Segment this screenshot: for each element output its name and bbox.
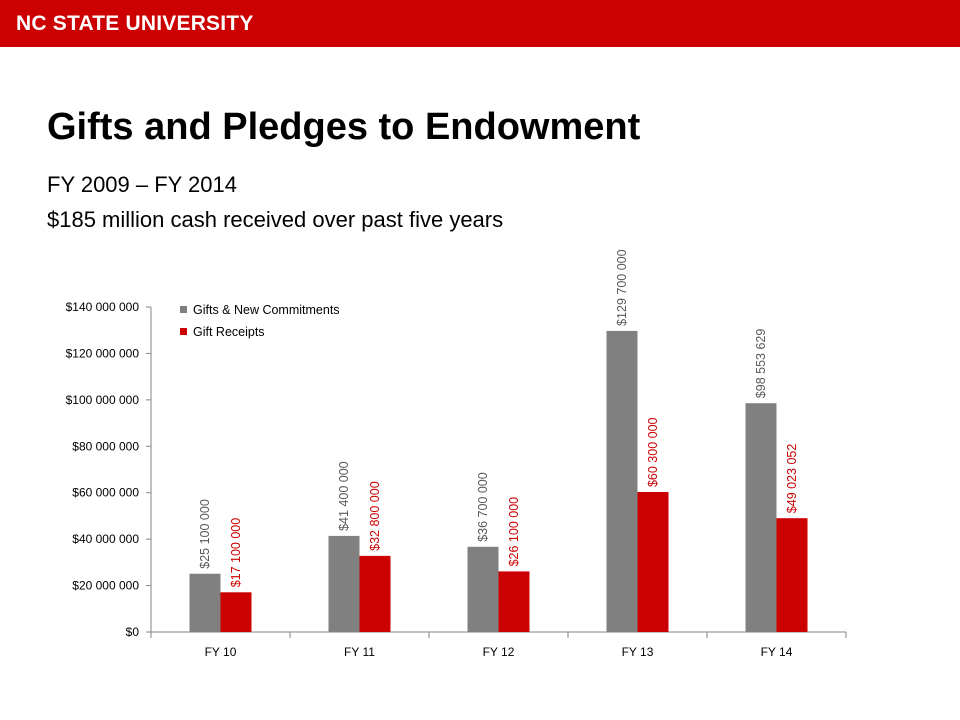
legend-swatch-receipts [180,328,187,335]
data-label-gifts: $98 553 629 [754,329,768,399]
data-label-receipts: $32 800 000 [368,481,382,551]
slide-subtitle-period: FY 2009 – FY 2014 [47,172,237,197]
y-tick-label: $60 000 000 [72,486,139,500]
bar-gifts [467,546,499,632]
data-label-gifts: $25 100 000 [198,499,212,569]
data-label-receipts: $26 100 000 [507,497,521,567]
data-label-receipts: $49 023 052 [785,444,799,514]
y-tick-label: $120 000 000 [66,346,140,360]
bar-gifts [189,573,221,632]
y-tick-label: $20 000 000 [72,579,139,593]
y-tick-label: $100 000 000 [66,393,140,407]
bar-receipts [498,571,530,632]
slide-subtitle-cash: $185 million cash received over past fiv… [47,207,504,232]
x-tick-label: FY 12 [483,645,515,659]
legend-swatch-gifts [180,306,187,313]
data-label-gifts: $36 700 000 [476,472,490,542]
legend-label-gifts: Gifts & New Commitments [193,303,340,317]
bar-gifts [606,330,638,632]
bar-gifts [328,535,360,632]
y-tick-label: $80 000 000 [72,439,139,453]
brand-logo-text: NC STATE UNIVERSITY [16,12,254,35]
x-tick-label: FY 14 [761,645,793,659]
x-tick-label: FY 13 [622,645,654,659]
slide-title: Gifts and Pledges to Endowment [47,106,641,148]
y-tick-label: $0 [126,625,140,639]
x-tick-label: FY 10 [205,645,237,659]
data-label-receipts: $17 100 000 [229,518,243,588]
data-label-gifts: $129 700 000 [615,249,629,326]
legend-label-receipts: Gift Receipts [193,325,265,339]
bar-receipts [220,592,252,632]
data-label-receipts: $60 300 000 [646,417,660,487]
y-tick-label: $140 000 000 [66,300,140,314]
y-tick-label: $40 000 000 [72,532,139,546]
bar-receipts [359,555,391,632]
data-label-gifts: $41 400 000 [337,461,351,531]
bar-receipts [776,518,808,632]
bar-receipts [637,492,669,632]
brand-bar: NC STATE UNIVERSITY [0,0,960,47]
bar-gifts [745,403,777,632]
x-tick-label: FY 11 [344,645,375,659]
